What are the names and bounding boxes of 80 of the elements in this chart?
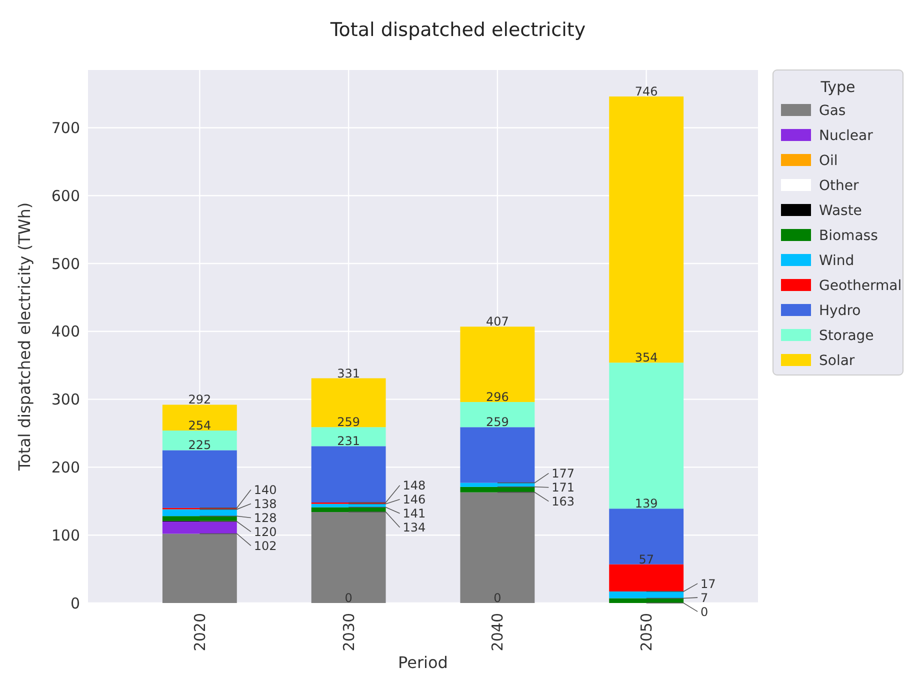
legend-label: Geothermal [819, 278, 902, 294]
annotation: 177 [552, 466, 575, 481]
legend-title: Type [820, 78, 856, 96]
annotation: 331 [337, 366, 360, 380]
x-tick-label: 2020 [190, 613, 209, 652]
legend-label: Solar [819, 352, 855, 369]
annotation: 292 [188, 392, 212, 407]
annotation: 57 [638, 552, 654, 566]
y-tick-label: 200 [51, 458, 80, 476]
annotation: 120 [254, 524, 277, 539]
bar [311, 378, 386, 428]
y-axis-title: Total dispatched electricity (TWh) [15, 202, 34, 472]
annotation: 7 [700, 590, 708, 605]
annotation: 128 [254, 510, 277, 525]
annotation: 354 [634, 350, 658, 365]
bar [311, 427, 386, 446]
bar [460, 427, 535, 483]
annotation: 163 [552, 494, 575, 509]
legend-label: Oil [819, 152, 838, 169]
bar [609, 564, 684, 592]
y-tick-label: 0 [70, 594, 80, 612]
annotation: 146 [402, 492, 426, 507]
legend-label: Wind [819, 252, 854, 269]
annotation: 0 [700, 604, 708, 619]
bar [609, 508, 684, 564]
bar [162, 450, 237, 508]
annotation: 254 [188, 418, 212, 433]
bar [609, 591, 684, 598]
annotation: 140 [254, 482, 277, 497]
bar [609, 598, 684, 603]
chart-title: Total dispatched electricity [329, 19, 586, 41]
bar [311, 446, 386, 503]
y-tick-label: 600 [51, 186, 80, 205]
bar [460, 486, 535, 492]
bar [311, 512, 386, 603]
annotation: 231 [337, 434, 360, 448]
x-tick-label: 2050 [638, 613, 656, 652]
annotation: 171 [552, 480, 575, 495]
legend-label: Nuclear [819, 128, 874, 144]
annotation: 407 [486, 314, 509, 329]
bar [460, 482, 535, 487]
y-tick-label: 100 [51, 526, 80, 544]
annotation: 0 [344, 591, 352, 605]
annotation: 102 [254, 538, 277, 553]
legend-label: Other [819, 178, 859, 194]
x-tick-label: 2040 [488, 613, 507, 652]
bar [460, 492, 535, 603]
bar [609, 362, 684, 509]
annotation: 259 [337, 415, 360, 430]
bar [460, 326, 535, 402]
legend-label: Waste [819, 202, 862, 219]
bar [162, 534, 237, 603]
annotation: 141 [402, 506, 426, 521]
annotation: 17 [700, 576, 716, 591]
annotation: 259 [486, 415, 509, 430]
bar [162, 430, 237, 450]
annotation: 139 [634, 496, 658, 511]
y-tick-label: 300 [51, 390, 80, 409]
y-tick-label: 400 [51, 322, 80, 341]
bar [162, 516, 237, 521]
bar [162, 509, 237, 516]
legend-label: Gas [819, 102, 846, 119]
bar [609, 96, 684, 363]
annotation: 138 [254, 496, 277, 511]
annotation: 134 [402, 520, 426, 535]
annotation: 296 [486, 390, 509, 404]
annotation: 0 [494, 591, 502, 605]
bar [162, 404, 237, 431]
annotation: 746 [634, 84, 658, 98]
legend-label: Storage [819, 328, 874, 344]
legend-label: Hydro [819, 302, 861, 319]
x-axis-title: Period [398, 653, 448, 672]
annotation: 225 [188, 438, 212, 452]
annotation: 148 [402, 478, 426, 493]
bar [460, 402, 535, 428]
y-tick-label: 500 [51, 254, 80, 273]
x-tick-label: 2030 [340, 613, 358, 652]
y-tick-label: 700 [51, 118, 80, 137]
legend-label: Biomass [819, 228, 878, 244]
bar [162, 522, 237, 534]
